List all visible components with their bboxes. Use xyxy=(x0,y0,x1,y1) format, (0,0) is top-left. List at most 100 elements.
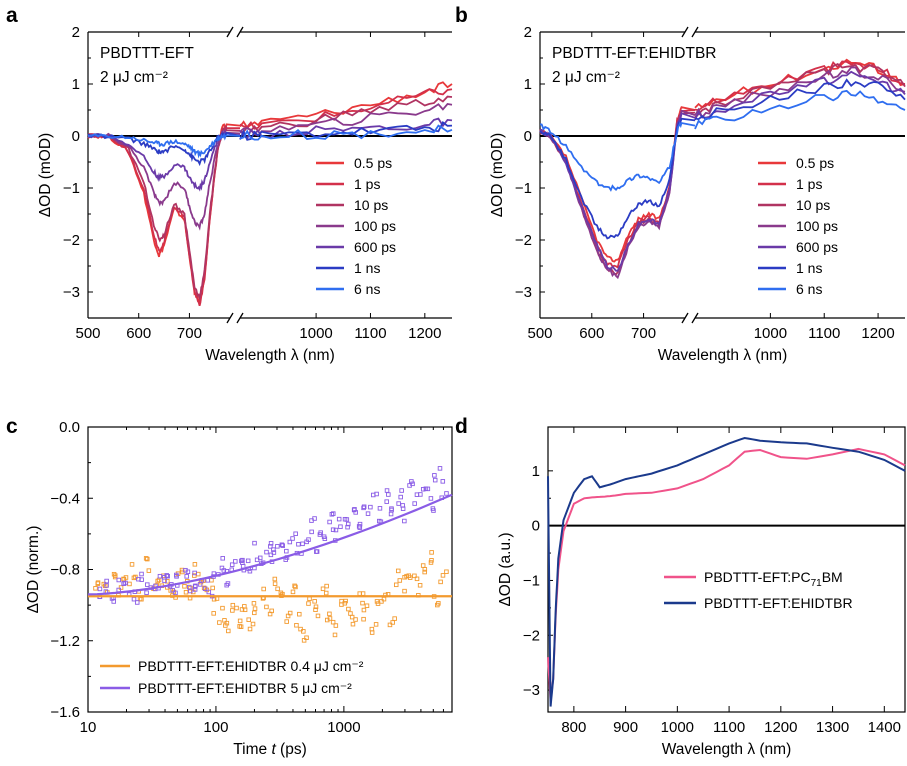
scatter-point xyxy=(420,486,426,492)
series-line-2-right xyxy=(694,63,906,118)
scatter-point xyxy=(247,626,253,632)
x-axis-label: Wavelength λ (nm) xyxy=(205,347,335,364)
scatter-point xyxy=(192,570,197,576)
scatter-point xyxy=(332,632,338,638)
y-tick-label: 0 xyxy=(524,128,532,145)
legend-label: PBDTTT-EFT:PC71BM xyxy=(704,569,843,589)
x-axis-label: Time t (ps) xyxy=(233,741,307,758)
scatter-point xyxy=(327,611,332,617)
scatter-point xyxy=(275,586,280,592)
x-tick-label: 700 xyxy=(177,325,202,342)
scatter-point xyxy=(252,606,258,611)
scatter-point xyxy=(422,569,427,575)
x-tick-label: 1200 xyxy=(861,325,894,342)
legend-label: 600 ps xyxy=(796,239,838,255)
scatter-point xyxy=(139,571,144,577)
scatter-point xyxy=(333,623,339,628)
series-line-6-right xyxy=(694,89,906,130)
scatter-point xyxy=(284,548,289,554)
y-tick-label: −3 xyxy=(63,284,80,301)
x-tick-label: 800 xyxy=(561,719,586,736)
scatter-point xyxy=(356,524,362,529)
scatter-point xyxy=(123,575,129,580)
y-tick-label: −0.8 xyxy=(50,562,80,579)
scatter-point xyxy=(402,575,407,580)
scatter-point xyxy=(261,586,266,592)
scatter-point xyxy=(230,602,236,608)
scatter-point xyxy=(239,607,245,612)
scatter-point xyxy=(293,584,298,590)
x-tick-label: 1000 xyxy=(299,325,332,342)
legend-label: 10 ps xyxy=(354,197,388,213)
scatter-point xyxy=(412,573,417,579)
scatter-point xyxy=(183,589,189,595)
scatter-point xyxy=(165,579,170,584)
scatter-point xyxy=(323,590,329,596)
scatter-point xyxy=(222,618,227,623)
scatter-point xyxy=(139,577,144,582)
series-line-4-left xyxy=(540,112,696,272)
legend-label: 100 ps xyxy=(354,218,396,234)
scatter-point xyxy=(173,590,178,596)
y-tick-label: 2 xyxy=(72,24,80,41)
scatter-point xyxy=(381,596,387,602)
scatter-point xyxy=(271,547,276,552)
scatter-point xyxy=(145,556,150,562)
y-tick-label: −2 xyxy=(515,232,532,249)
fluence-annotation: 2 μJ cm⁻² xyxy=(100,69,168,86)
series-line-6-right xyxy=(239,124,453,141)
scatter-point xyxy=(116,577,122,583)
scatter-point xyxy=(438,579,443,585)
x-tick-label: 1200 xyxy=(408,325,441,342)
scatter-point xyxy=(306,601,311,606)
x-axis-label: Wavelength λ (nm) xyxy=(658,347,788,364)
scatter-point xyxy=(252,610,257,616)
scatter-point xyxy=(202,586,208,591)
scatter-point xyxy=(392,616,397,621)
panel-b: 2 1 0 −1 −2 −3 500 600 700 1000 1100 1200 Wavelength… xyxy=(489,24,906,364)
scatter-point xyxy=(345,521,351,527)
scatter-point xyxy=(313,604,319,610)
scatter-point xyxy=(418,492,423,497)
y-tick-label: −0.4 xyxy=(50,490,80,507)
scatter-point xyxy=(285,613,291,619)
scatter-point xyxy=(279,542,285,548)
scatter-point xyxy=(121,581,127,586)
scatter-point xyxy=(313,607,318,613)
scatter-point xyxy=(223,623,228,628)
scatter-point xyxy=(205,578,211,583)
scatter-point xyxy=(146,568,152,573)
x-tick-label: 1000 xyxy=(661,719,694,736)
axis-break-mark xyxy=(236,312,244,324)
scatter-point xyxy=(225,581,231,586)
scatter-point xyxy=(414,576,420,582)
scatter-point xyxy=(220,605,225,611)
scatter-point xyxy=(292,583,297,589)
scatter-point xyxy=(247,568,253,574)
y-axis-label: ΔOD (norm.) xyxy=(25,526,42,614)
x-tick-label: 1300 xyxy=(816,719,849,736)
scatter-point xyxy=(406,573,412,578)
series-line-5-right xyxy=(239,121,453,141)
legend-label: PBDTTT-EFT:EHIDTBR 5 μJ cm⁻² xyxy=(138,680,352,696)
scatter-point xyxy=(388,511,394,517)
series-line-4-right xyxy=(239,117,453,141)
scatter-point xyxy=(296,541,301,547)
scatter-point xyxy=(252,540,257,546)
scatter-point xyxy=(440,479,446,484)
scatter-point xyxy=(93,586,98,591)
scatter-point xyxy=(220,556,225,561)
scatter-point xyxy=(315,613,321,619)
scatter-point xyxy=(396,501,401,506)
axis-break-mark xyxy=(226,312,234,324)
scatter-point xyxy=(268,544,273,549)
scatter-point xyxy=(361,504,367,509)
x-tick-label: 1000 xyxy=(327,719,360,736)
axis-break-mark xyxy=(226,26,234,38)
series-line-3-left xyxy=(87,129,241,231)
scatter-point xyxy=(280,543,285,548)
scatter-point xyxy=(360,600,365,606)
legend-label: PBDTTT-EFT:EHIDTBR 0.4 μJ cm⁻² xyxy=(138,658,364,674)
scatter-point xyxy=(143,556,149,561)
scatter-point xyxy=(237,618,243,624)
